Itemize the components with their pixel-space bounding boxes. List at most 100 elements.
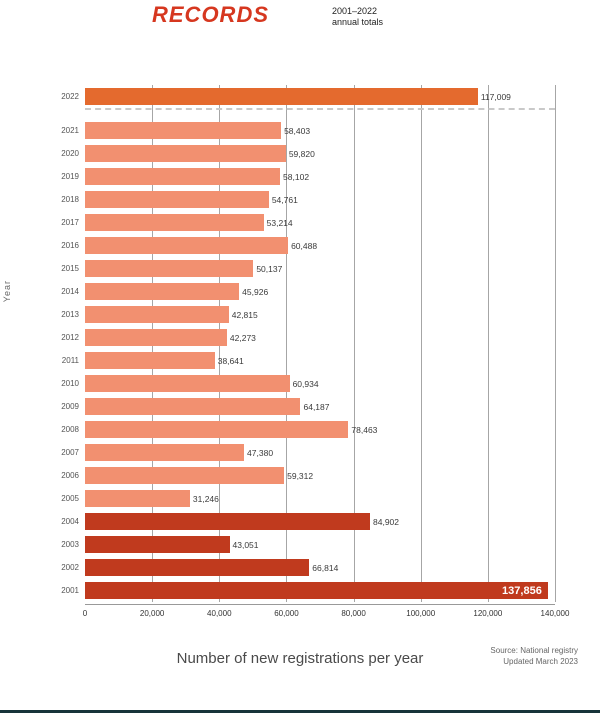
bar-value-label: 117,009 (480, 91, 511, 102)
bar-value-label: 59,820 (288, 148, 315, 159)
bar-track: 78,463 (85, 421, 555, 438)
y-tick-label: 2007 (61, 448, 79, 457)
bar-track: 42,815 (85, 306, 555, 323)
bar-row: 2015 50,137 (15, 257, 555, 280)
bar-value-label: 78,463 (351, 424, 378, 435)
x-tick-label: 100,000 (406, 609, 436, 618)
bar-row: 2022 117,009 (15, 85, 555, 108)
bar (85, 375, 290, 392)
x-tick-label: 60,000 (274, 609, 299, 618)
bar-rows: 2022 117,009 2021 58,403 2020 59,820 2019 58,10… (15, 85, 555, 602)
bar (85, 329, 227, 346)
bar-value-label: 58,403 (284, 125, 311, 136)
y-tick-label: 2013 (61, 310, 79, 319)
bar-track: 60,934 (85, 375, 555, 392)
bar-track: 59,312 (85, 467, 555, 484)
bar-value-label: 42,273 (229, 332, 256, 343)
x-tick-label: 40,000 (207, 609, 232, 618)
y-tick-label: 2012 (61, 333, 79, 342)
y-tick-label: 2017 (61, 218, 79, 227)
y-tick-label: 2001 (61, 586, 79, 595)
bar-row: 2010 60,934 (15, 372, 555, 395)
bar (85, 237, 289, 254)
bar (85, 398, 301, 415)
bar-value-label: 31,246 (192, 493, 219, 504)
bar-track: 117,009 (85, 88, 555, 105)
bar-track: 58,102 (85, 168, 555, 185)
y-tick-label: 2006 (61, 471, 79, 480)
chart-caption: Number of new registrations per year (176, 650, 424, 667)
bar (85, 467, 285, 484)
bar-row: 2001 137,856 (15, 579, 555, 602)
bar-track: 64,187 (85, 398, 555, 415)
updated-line: Updated March 2023 (503, 656, 578, 666)
bar-row: 2007 47,380 (15, 441, 555, 464)
bar-value-label: 50,137 (256, 263, 283, 274)
bar (85, 88, 478, 105)
bar-value-label: 60,488 (291, 240, 318, 251)
y-tick-label: 2003 (61, 540, 79, 549)
x-tick-label: 140,000 (540, 609, 570, 618)
bar-track: 43,051 (85, 536, 555, 553)
bar-row: 2012 42,273 (15, 326, 555, 349)
bar-row: 2016 60,488 (15, 234, 555, 257)
bar-value-label: 84,902 (373, 516, 400, 527)
y-tick-label: 2014 (61, 287, 79, 296)
y-tick-label: 2019 (61, 172, 79, 181)
bar-track: 42,273 (85, 329, 555, 346)
bar (85, 352, 215, 369)
bar-track: 66,814 (85, 559, 555, 576)
bar-track: 38,641 (85, 352, 555, 369)
bar-row: 2005 31,246 (15, 487, 555, 510)
bar-row: 2017 53,214 (15, 211, 555, 234)
source-line: Source: National registry (490, 646, 578, 655)
bar (85, 490, 190, 507)
bar-row: 2009 64,187 (15, 395, 555, 418)
bar (85, 582, 548, 599)
bar-track: 53,214 (85, 214, 555, 231)
y-tick-label: 2015 (61, 264, 79, 273)
bar-value-label: 137,856 (502, 584, 542, 597)
page-title: RECORDS (152, 2, 270, 27)
x-tick-label: 20,000 (139, 609, 165, 618)
y-tick-label: 2002 (61, 563, 79, 572)
y-tick-label: 2022 (61, 92, 79, 101)
y-tick-label: 2004 (61, 517, 79, 526)
x-tick-label: 80,000 (341, 609, 366, 618)
bar-track: 58,403 (85, 122, 555, 139)
bar-value-label: 38,641 (217, 355, 244, 366)
bar-row: 2008 78,463 (15, 418, 555, 441)
y-tick-label: 2020 (61, 149, 79, 158)
bar (85, 559, 310, 576)
bar-row: 2004 84,902 (15, 510, 555, 533)
bar (85, 260, 254, 277)
bar-value-label: 43,051 (232, 539, 259, 550)
bar (85, 536, 230, 553)
gridline (286, 85, 288, 602)
y-tick-label: 2018 (61, 195, 79, 204)
y-tick-label: 2010 (61, 379, 79, 388)
bar-value-label: 59,312 (287, 470, 314, 481)
bar (85, 513, 371, 530)
period-note: 2001–2022 annual totals (332, 6, 383, 29)
bar-track: 137,856 (85, 582, 555, 599)
bar-value-label: 60,934 (292, 378, 319, 389)
bar-track: 84,902 (85, 513, 555, 530)
bar (85, 306, 229, 323)
bar-track: 50,137 (85, 260, 555, 277)
bar-row: 2018 54,761 (15, 188, 555, 211)
bar-row: 2003 43,051 (15, 533, 555, 556)
bar (85, 145, 286, 162)
bar-value-label: 47,380 (247, 447, 274, 458)
y-tick-label: 2016 (61, 241, 79, 250)
bar-value-label: 53,214 (266, 217, 293, 228)
bar-value-label: 54,761 (271, 194, 298, 205)
bar-track: 45,926 (85, 283, 555, 300)
bar-value-label: 64,187 (303, 401, 330, 412)
gridline (420, 85, 422, 602)
bar (85, 191, 269, 208)
bar-track: 47,380 (85, 444, 555, 461)
dashed-separator (85, 108, 555, 119)
bar (85, 122, 282, 139)
bar-row: 2006 59,312 (15, 464, 555, 487)
